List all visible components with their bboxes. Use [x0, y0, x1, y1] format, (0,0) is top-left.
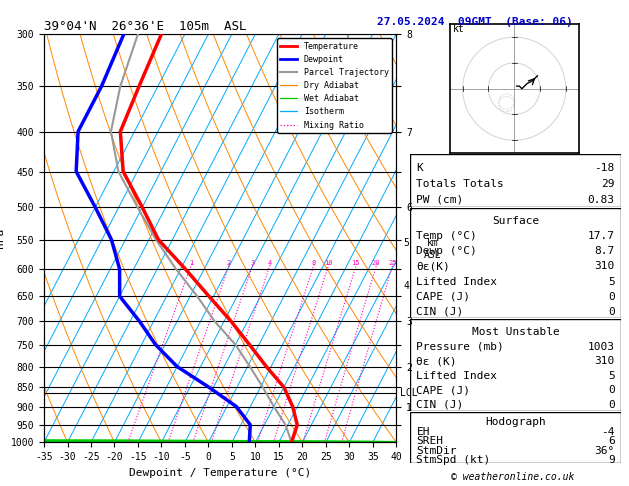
Text: kt: kt: [452, 24, 464, 34]
Text: 36°: 36°: [594, 446, 615, 456]
Text: K: K: [416, 163, 423, 173]
Text: 9: 9: [608, 455, 615, 466]
Text: 5: 5: [403, 238, 409, 247]
Text: Lifted Index: Lifted Index: [416, 277, 498, 287]
Text: 6: 6: [608, 436, 615, 446]
Text: StmSpd (kt): StmSpd (kt): [416, 455, 491, 466]
Text: 5: 5: [608, 277, 615, 287]
Text: StmDir: StmDir: [416, 446, 457, 456]
Text: 0.83: 0.83: [587, 194, 615, 205]
Text: Most Unstable: Most Unstable: [472, 327, 559, 337]
Y-axis label: km
ASL: km ASL: [424, 238, 442, 260]
Text: 1003: 1003: [587, 342, 615, 352]
Text: Temp (°C): Temp (°C): [416, 231, 477, 241]
X-axis label: Dewpoint / Temperature (°C): Dewpoint / Temperature (°C): [129, 468, 311, 478]
Text: -4: -4: [601, 427, 615, 436]
Text: 39°04'N  26°36'E  105m  ASL: 39°04'N 26°36'E 105m ASL: [44, 20, 247, 33]
Text: Lifted Index: Lifted Index: [416, 371, 498, 381]
Text: 5: 5: [608, 371, 615, 381]
Text: Hodograph: Hodograph: [485, 417, 546, 427]
Text: 27.05.2024  09GMT  (Base: 06): 27.05.2024 09GMT (Base: 06): [377, 17, 573, 27]
Legend: Temperature, Dewpoint, Parcel Trajectory, Dry Adiabat, Wet Adiabat, Isotherm, Mi: Temperature, Dewpoint, Parcel Trajectory…: [277, 38, 392, 133]
Text: θε(K): θε(K): [416, 261, 450, 271]
Y-axis label: hPa: hPa: [0, 228, 5, 248]
Text: LCL: LCL: [401, 388, 418, 398]
Text: Pressure (mb): Pressure (mb): [416, 342, 504, 352]
Text: 25: 25: [388, 260, 396, 266]
Text: 10: 10: [324, 260, 333, 266]
Text: 17.7: 17.7: [587, 231, 615, 241]
Text: 0: 0: [608, 385, 615, 395]
Text: 29: 29: [601, 179, 615, 189]
Text: EH: EH: [416, 427, 430, 436]
Text: Dewp (°C): Dewp (°C): [416, 246, 477, 256]
Text: CIN (J): CIN (J): [416, 400, 464, 410]
Text: CAPE (J): CAPE (J): [416, 385, 470, 395]
Text: -18: -18: [594, 163, 615, 173]
Text: CIN (J): CIN (J): [416, 307, 464, 317]
Text: 4: 4: [403, 280, 409, 291]
Text: Totals Totals: Totals Totals: [416, 179, 504, 189]
Text: Surface: Surface: [492, 216, 539, 226]
Text: 15: 15: [352, 260, 360, 266]
Text: 310: 310: [594, 261, 615, 271]
Text: CAPE (J): CAPE (J): [416, 292, 470, 302]
Text: 310: 310: [594, 356, 615, 366]
Text: PW (cm): PW (cm): [416, 194, 464, 205]
Text: 8.7: 8.7: [594, 246, 615, 256]
Text: θε (K): θε (K): [416, 356, 457, 366]
Text: 0: 0: [608, 307, 615, 317]
Text: 20: 20: [372, 260, 381, 266]
Text: 4: 4: [267, 260, 272, 266]
Text: 1: 1: [189, 260, 193, 266]
Text: 2: 2: [226, 260, 231, 266]
Text: © weatheronline.co.uk: © weatheronline.co.uk: [451, 472, 574, 482]
Text: SREH: SREH: [416, 436, 443, 446]
Text: 0: 0: [608, 292, 615, 302]
Text: 3: 3: [250, 260, 255, 266]
Text: 0: 0: [608, 400, 615, 410]
Text: 8: 8: [311, 260, 316, 266]
